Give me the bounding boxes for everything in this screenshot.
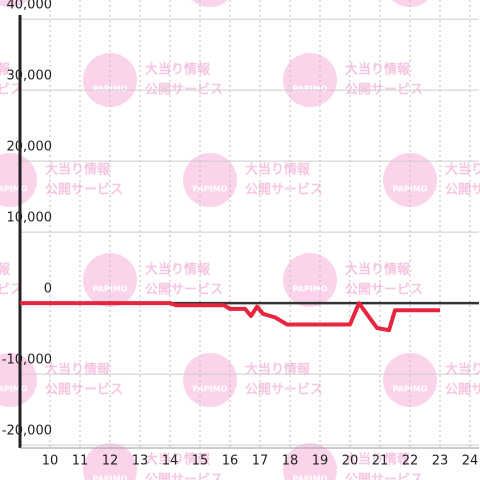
watermark-brand: PAPIMO — [293, 85, 328, 94]
watermark-text: 公開サービス — [0, 82, 23, 98]
y-tick-label: -10,000 — [2, 353, 52, 368]
y-tick-label: 10,000 — [7, 211, 53, 226]
watermark-text: 公開サービス — [445, 182, 480, 198]
y-tick-label: 40,000 — [7, 0, 53, 13]
watermark-brand: PAPIMO — [193, 185, 228, 194]
x-tick-label: 13 — [132, 454, 149, 469]
watermark-logo — [0, 0, 29, 7]
x-tick-label: 20 — [342, 454, 359, 469]
watermark-logo — [183, 153, 237, 207]
watermark-brand: PAPIMO — [93, 285, 128, 294]
watermark-text: 大当り情報 — [245, 162, 311, 178]
watermark-text: 公開サービス — [45, 182, 123, 198]
x-tick-label: 10 — [42, 454, 59, 469]
watermark-brand: PAPIMO — [293, 285, 328, 294]
watermark-logo — [183, 353, 237, 407]
x-tick-label: 21 — [372, 454, 389, 469]
watermark-logo — [191, 0, 229, 7]
watermark-brand: PAPIMO — [193, 385, 228, 394]
watermark-logo — [283, 443, 337, 480]
x-tick-label: 14 — [162, 454, 179, 469]
watermark-text: 公開サービス — [145, 282, 223, 298]
watermark-text: 公開サービス — [345, 282, 423, 298]
watermark-text: 大当り情報 — [245, 362, 311, 378]
watermark-brand: PAPIMO — [93, 475, 128, 480]
watermark-text: 大当り情報 — [345, 452, 411, 468]
watermark-text: 公開サービス — [0, 282, 23, 298]
x-tick-label: 24 — [462, 454, 479, 469]
watermark-text: 公開サービス — [245, 382, 323, 398]
watermark-text: 大当り情報 — [0, 262, 11, 278]
x-tick-label: 19 — [312, 454, 329, 469]
x-tick-label: 15 — [192, 454, 209, 469]
watermark-text: 公開サービス — [345, 472, 423, 480]
watermark-text: 大当り情報 — [145, 62, 211, 78]
x-tick-label: 23 — [432, 454, 449, 469]
watermark-text: 大当り情報 — [0, 62, 11, 78]
watermark-text: 大当り情報 — [345, 262, 411, 278]
watermark-text: 大当り情報 — [445, 362, 480, 378]
x-tick-label: 12 — [102, 454, 119, 469]
watermark-brand: PAPIMO — [0, 185, 28, 194]
x-tick-label: 16 — [222, 454, 239, 469]
y-tick-label: 30,000 — [7, 69, 53, 84]
watermark-brand: PAPIMO — [393, 385, 428, 394]
watermark-text: 大当り情報 — [345, 62, 411, 78]
watermark-logo — [391, 0, 429, 7]
watermark-logo — [83, 443, 137, 480]
watermark-text: 大当り情報 — [45, 362, 111, 378]
watermark-logo — [0, 153, 37, 207]
watermark-text: 大当り情報 — [45, 162, 111, 178]
watermark-text: 大当り情報 — [445, 162, 480, 178]
watermark-brand: PAPIMO — [93, 85, 128, 94]
watermark-text: 大当り情報 — [145, 262, 211, 278]
watermark-text: 公開サービス — [445, 382, 480, 398]
watermark-text: 公開サービス — [145, 472, 223, 480]
watermark-text: 公開サービス — [345, 82, 423, 98]
watermark-brand: PAPIMO — [393, 185, 428, 194]
watermark-text: 大当り情報 — [145, 452, 211, 468]
watermark-text: 公開サービス — [145, 82, 223, 98]
data-line — [20, 301, 440, 333]
watermark-text: 公開サービス — [45, 382, 123, 398]
x-tick-label: 22 — [402, 454, 419, 469]
watermark-logo — [0, 353, 37, 407]
watermark-logo — [283, 53, 337, 107]
y-tick-label: 0 — [44, 282, 52, 297]
watermark-brand: PAPIMO — [293, 475, 328, 480]
y-tick-label: -20,000 — [2, 424, 52, 439]
x-tick-label: 17 — [252, 454, 269, 469]
x-tick-label: 18 — [282, 454, 299, 469]
watermark-logo — [283, 253, 337, 307]
watermark-brand: PAPIMO — [0, 385, 28, 394]
y-tick-label: 20,000 — [7, 140, 53, 155]
x-tick-label: 11 — [72, 454, 89, 469]
watermark-text: 公開サービス — [245, 182, 323, 198]
